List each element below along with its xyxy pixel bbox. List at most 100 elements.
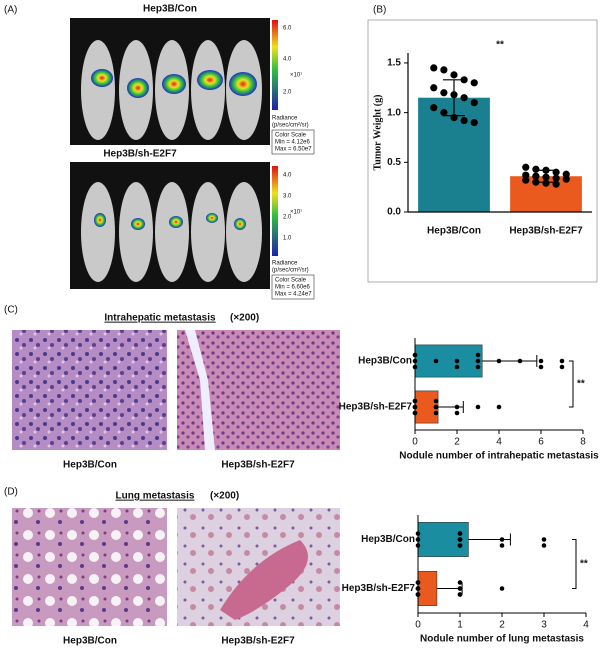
scale-exponent: ×10⁷ [290,209,302,216]
scale-tick: 4.0 [283,57,292,63]
panel-title: Intrahepatic metastasis [104,313,216,324]
data-point [559,358,565,364]
data-point [450,91,458,99]
scale-title: Radiance [272,116,298,122]
data-point [457,592,463,597]
x-tick-label: 4 [496,437,502,448]
bar [414,344,483,378]
bracket [572,539,577,589]
data-point [440,66,448,74]
data-point [457,543,463,548]
data-point [538,364,544,370]
x-tick-label: 2 [499,620,505,631]
vessel [220,540,308,620]
scale-unit: (p/sec/cm²/sr) [272,123,309,129]
data-point [532,165,540,173]
data-point [450,113,458,122]
scale-min: Min = 4.12e6 [275,140,311,146]
y-tick-label: Hep3B/Con [358,356,412,367]
x-tick-label: Hep3B/sh-E2F7 [509,226,583,237]
data-point [562,175,570,183]
scale-tick: 1.0 [283,236,292,242]
x-tick-label: 1 [457,620,463,631]
data-point [457,537,463,542]
x-axis-label: Nodule number of intrahepatic metastasis [399,451,599,462]
y-tick-label: 1.5 [387,58,401,69]
bar [417,571,438,606]
data-point [457,531,463,536]
histology-image [12,508,167,626]
scale-tick: 2.0 [283,90,292,96]
data-point [470,79,478,87]
y-tick-label: 1.0 [387,107,401,118]
y-tick-label: Hep3B/sh-E2F7 [342,583,416,594]
vessel [185,330,215,450]
y-tick-label: Hep3B/sh-E2F7 [339,402,413,413]
data-point [552,180,560,188]
data-point [496,404,502,410]
y-tick-label: 0.0 [387,207,401,218]
scale-tick: 6.0 [283,26,292,32]
magnification: (×200) [230,313,259,324]
data-point [433,410,439,416]
scale-unit: (p/sec/cm²/sr) [272,268,309,274]
data-point [522,176,530,184]
data-point [475,358,481,364]
image-caption: Hep3B/sh-E2F7 [221,636,295,647]
data-point [460,76,468,84]
data-point [454,404,460,410]
scale-box-title: Color Scale [275,133,307,139]
data-point [532,178,540,186]
scale-box [271,274,315,300]
y-tick-label: Hep3B/Con [361,534,415,545]
data-point [552,168,560,176]
data-point [538,358,544,364]
y-axis-label: Tumor Weight (g) [372,95,383,171]
scale-tick: 2.0 [283,215,292,221]
panel-label: (B) [373,5,386,16]
scale-max: Max = 6.50e7 [275,147,312,153]
data-point [454,358,460,364]
data-point [440,109,448,117]
data-point [430,84,438,92]
x-tick-label: 0 [412,437,418,448]
image-caption: Hep3B/Con [63,460,117,471]
data-point [552,174,560,182]
data-point [430,104,438,112]
data-point [440,89,448,97]
image-caption: Hep3B/Con [63,636,117,647]
x-axis-label: Nodule number of lung metastasis [420,634,584,645]
data-point [522,171,530,179]
data-point [542,166,550,174]
data-point [499,586,505,591]
annotation: ** [580,559,588,570]
x-tick-label: 8 [580,437,586,448]
panel-label: (D) [4,487,18,498]
data-point [532,172,540,180]
scale-exponent: ×10⁷ [290,72,302,79]
panel-label: (C) [4,305,18,316]
error-bar [438,401,464,413]
image-caption: Hep3B/sh-E2F7 [221,460,295,471]
color-bar [272,166,278,256]
x-tick-label: 3 [541,620,547,631]
data-point [475,404,481,410]
scale-title: Radiance [272,261,298,267]
error-bar [482,355,538,367]
scale-box-title: Color Scale [275,278,307,284]
data-point [433,404,439,410]
group-title: Hep3B/Con [143,4,197,15]
data-point [460,94,468,102]
scale-min: Min = 6.60e6 [275,285,311,291]
data-point [499,543,505,548]
data-point [496,358,502,364]
data-point [475,352,481,358]
panel-frame [367,19,598,283]
data-point [454,364,460,370]
scale-box [271,129,315,155]
data-point [450,71,458,79]
data-point [522,163,530,171]
panel-title: Lung metastasis [116,491,195,502]
x-tick-label: Hep3B/Con [427,226,481,237]
